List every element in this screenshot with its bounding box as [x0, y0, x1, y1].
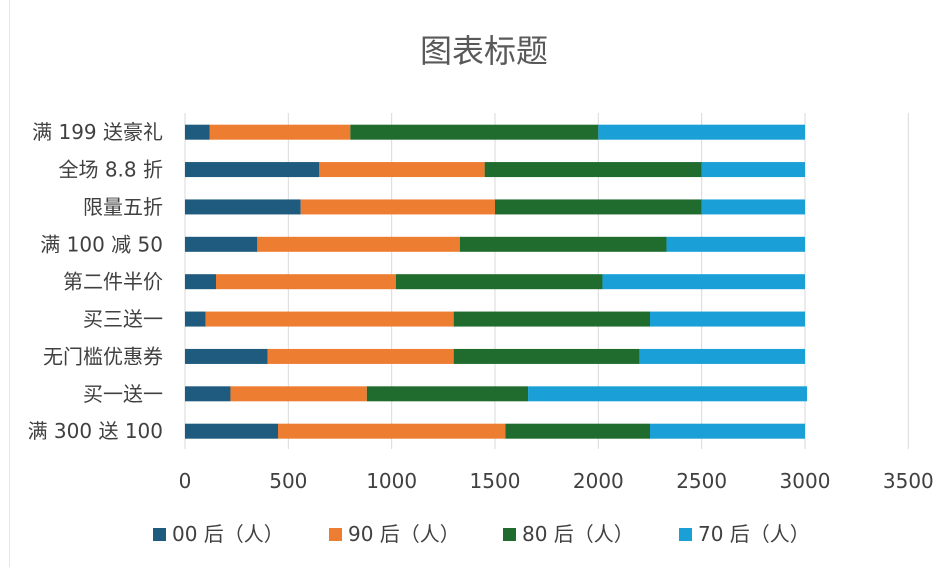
- category-label: 满 300 送 100: [28, 419, 163, 443]
- bar-segment: [639, 348, 805, 364]
- bar-segment: [366, 386, 529, 402]
- bar-segment: [216, 274, 396, 290]
- bar-segment: [505, 423, 650, 439]
- bar-segment: [230, 386, 367, 402]
- bar-segment: [459, 236, 667, 252]
- legend-swatch: [679, 528, 692, 541]
- bar-segment: [495, 199, 702, 215]
- bar-segment: [598, 124, 805, 140]
- bar-segment: [185, 236, 258, 252]
- bar-segment: [701, 162, 805, 178]
- category-label: 限量五折: [83, 195, 163, 219]
- legend-item: 70 后（人）: [679, 522, 810, 546]
- chart-title: 图表标题: [420, 32, 548, 70]
- bar-segment: [185, 348, 268, 364]
- x-axis-tick-labels: 0 500 1000 1500 2000 2500 3000 3500: [179, 469, 934, 493]
- bar-segment: [185, 162, 320, 178]
- bar-segment: [185, 124, 210, 140]
- legend-label: 90 后（人）: [348, 522, 460, 546]
- bar-segment: [209, 124, 351, 140]
- bar-segment: [395, 274, 603, 290]
- bar-segment: [205, 311, 454, 327]
- x-tick-label: 1000: [366, 469, 417, 493]
- x-tick-label: 0: [179, 469, 192, 493]
- bar-segment: [185, 199, 301, 215]
- legend-item: 90 后（人）: [329, 522, 460, 546]
- x-tick-label: 2000: [573, 469, 624, 493]
- legend-item: 80 后（人）: [503, 522, 634, 546]
- bar-segment: [278, 423, 506, 439]
- legend-label: 70 后（人）: [698, 522, 810, 546]
- bar-segment: [267, 348, 454, 364]
- category-label: 买三送一: [83, 307, 163, 331]
- category-label: 无门槛优惠券: [43, 344, 163, 368]
- category-label: 满 100 减 50: [40, 232, 163, 256]
- bar-segment: [701, 199, 805, 215]
- bar-segment: [650, 311, 805, 327]
- bar-segment: [453, 311, 650, 327]
- category-label: 买一送一: [83, 382, 163, 406]
- x-tick-label: 3000: [780, 469, 831, 493]
- legend-swatch: [503, 528, 516, 541]
- bar-segment: [350, 124, 599, 140]
- bar-segment: [484, 162, 702, 178]
- bar-segment: [602, 274, 805, 290]
- left-border: [9, 0, 10, 567]
- bar-segment: [300, 199, 495, 215]
- category-label: 第二件半价: [63, 270, 163, 294]
- bar-segment: [528, 386, 808, 402]
- legend-swatch: [329, 528, 342, 541]
- x-tick-label: 3500: [883, 469, 934, 493]
- bar-segment: [185, 423, 278, 439]
- legend: 00 后（人） 90 后（人） 80 后（人） 70 后（人）: [153, 522, 810, 546]
- category-label: 满 199 送豪礼: [32, 120, 163, 144]
- bar-segment: [319, 162, 485, 178]
- bar-segment: [185, 386, 231, 402]
- legend-item: 00 后（人）: [153, 522, 284, 546]
- legend-swatch: [153, 528, 166, 541]
- legend-label: 00 后（人）: [172, 522, 284, 546]
- bar-segment: [650, 423, 805, 439]
- bar-segment: [257, 236, 460, 252]
- x-tick-label: 1500: [470, 469, 521, 493]
- bar-segment: [185, 274, 216, 290]
- legend-label: 80 后（人）: [522, 522, 634, 546]
- bar-segment: [666, 236, 805, 252]
- x-tick-label: 2500: [676, 469, 727, 493]
- category-label: 全场 8.8 折: [58, 158, 163, 182]
- x-tick-label: 500: [269, 469, 307, 493]
- bar-segment: [185, 311, 206, 327]
- bars: [185, 124, 808, 439]
- bar-segment: [453, 348, 640, 364]
